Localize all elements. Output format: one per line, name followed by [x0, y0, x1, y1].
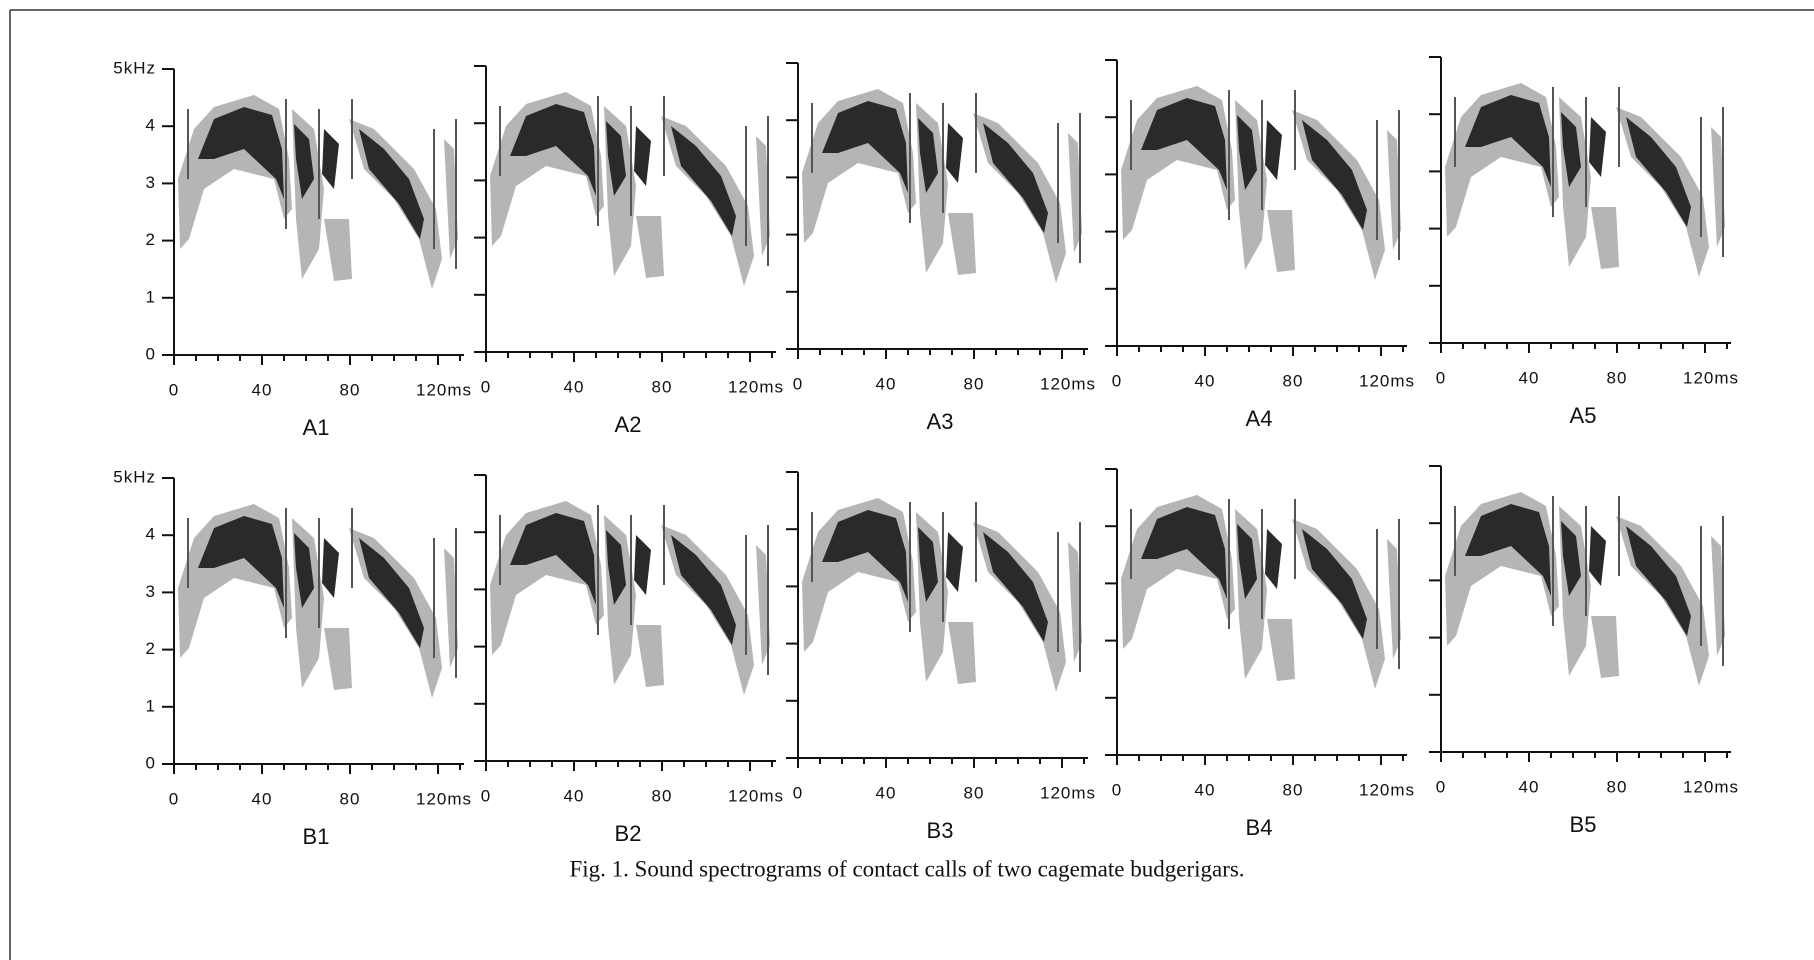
- x-tick-label: 80: [1607, 368, 1628, 387]
- x-tick-label: 0: [481, 786, 491, 805]
- caption: Fig. 1. Sound spectrograms of contact ca…: [569, 856, 1244, 881]
- panel-label: B4: [1246, 815, 1273, 840]
- x-tick-label: 40: [252, 789, 273, 808]
- x-tick-label: 120ms: [416, 380, 472, 399]
- x-tick-label: 80: [964, 374, 985, 393]
- x-tick-label: 80: [964, 783, 985, 802]
- y-tick-label: 2: [146, 639, 156, 658]
- spectrogram: [489, 500, 771, 696]
- spectrogram: [1444, 491, 1726, 687]
- x-tick-label: 0: [481, 377, 491, 396]
- x-tick-label: 0: [169, 380, 179, 399]
- panel-label: A2: [615, 412, 642, 437]
- y-tick-label: 3: [146, 582, 156, 601]
- x-tick-label: 0: [793, 374, 803, 393]
- x-tick-label: 80: [1283, 780, 1304, 799]
- panel-label: B5: [1570, 812, 1597, 837]
- x-tick-label: 80: [652, 377, 673, 396]
- x-tick-label: 120ms: [416, 789, 472, 808]
- x-tick-label: 80: [1607, 777, 1628, 796]
- spectrogram: [177, 94, 459, 290]
- x-tick-label: 0: [793, 783, 803, 802]
- x-tick-label: 120ms: [1683, 368, 1739, 387]
- x-tick-label: 0: [169, 789, 179, 808]
- y-tick-label: 4: [146, 116, 156, 135]
- x-tick-label: 120ms: [1040, 783, 1096, 802]
- x-tick-label: 40: [876, 374, 897, 393]
- y-tick-label: 1: [146, 696, 156, 715]
- y-tick-label: 3: [146, 173, 156, 192]
- panel-label: A5: [1570, 403, 1597, 428]
- x-tick-label: 120ms: [1683, 777, 1739, 796]
- y-tick-label: 4: [146, 525, 156, 544]
- x-tick-label: 80: [1283, 371, 1304, 390]
- spectrogram: [1444, 82, 1726, 278]
- panel-label: A4: [1246, 406, 1273, 431]
- x-tick-label: 40: [252, 380, 273, 399]
- x-tick-label: 40: [1195, 371, 1216, 390]
- y-tick-label: 5kHz: [113, 58, 156, 77]
- x-tick-label: 120ms: [728, 786, 784, 805]
- panel-label: B2: [615, 821, 642, 846]
- spectrogram: [1120, 85, 1402, 281]
- spectrogram: [801, 497, 1083, 693]
- x-tick-label: 80: [340, 789, 361, 808]
- x-tick-label: 120ms: [1359, 780, 1415, 799]
- spectrogram: [177, 503, 459, 699]
- panel-label: A3: [927, 409, 954, 434]
- x-tick-label: 40: [564, 377, 585, 396]
- x-tick-label: 0: [1112, 371, 1122, 390]
- x-tick-label: 0: [1436, 777, 1446, 796]
- y-tick-label: 2: [146, 230, 156, 249]
- x-tick-label: 40: [564, 786, 585, 805]
- x-tick-label: 120ms: [728, 377, 784, 396]
- spectrogram: [1120, 494, 1402, 690]
- x-tick-label: 40: [1519, 777, 1540, 796]
- y-tick-label: 1: [146, 287, 156, 306]
- y-tick-label: 0: [146, 753, 156, 772]
- x-tick-label: 40: [876, 783, 897, 802]
- x-tick-label: 80: [652, 786, 673, 805]
- panel-label: B3: [927, 818, 954, 843]
- x-tick-label: 0: [1112, 780, 1122, 799]
- x-tick-label: 80: [340, 380, 361, 399]
- x-tick-label: 0: [1436, 368, 1446, 387]
- x-tick-label: 40: [1519, 368, 1540, 387]
- y-tick-label: 5kHz: [113, 467, 156, 486]
- panel-label: B1: [303, 824, 330, 849]
- x-tick-label: 40: [1195, 780, 1216, 799]
- y-tick-label: 0: [146, 344, 156, 363]
- x-tick-label: 120ms: [1359, 371, 1415, 390]
- spectrogram: [801, 88, 1083, 284]
- spectrogram: [489, 91, 771, 287]
- x-tick-label: 120ms: [1040, 374, 1096, 393]
- panel-label: A1: [303, 415, 330, 440]
